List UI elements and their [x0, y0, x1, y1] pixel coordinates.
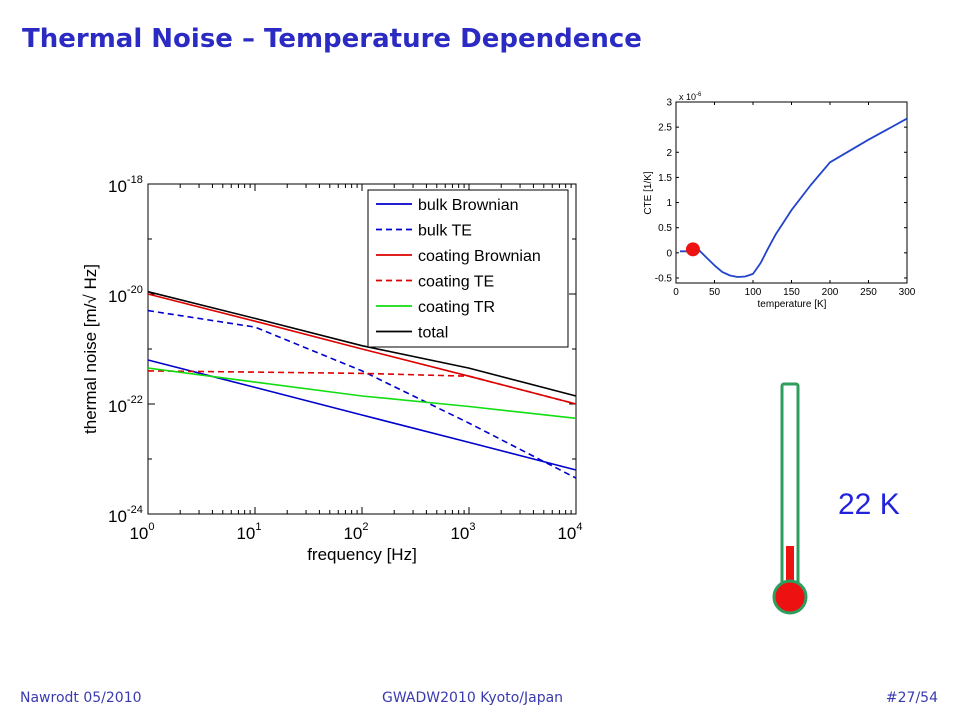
cte-y-tick-label: 2.5 — [658, 123, 672, 134]
x-tick-label-base: 10 — [343, 524, 362, 543]
cte-x-tick-label: 0 — [673, 287, 679, 298]
y-tick-label-base: 10 — [108, 507, 127, 526]
cte-x-tick-label: 150 — [783, 287, 800, 298]
cte-y-tick-label: 0.5 — [658, 223, 672, 234]
cte-highlight-point — [685, 242, 700, 257]
cte-x-tick-label: 250 — [860, 287, 877, 298]
temperature-label: 22 K — [838, 488, 900, 521]
series-line-coating-brownian — [147, 293, 577, 405]
x-tick-label-base: 10 — [557, 524, 576, 543]
y-tick-label: 10-20 — [108, 284, 143, 306]
footer-page-number: #27/54 — [885, 690, 938, 706]
cte-x-tick-label: 100 — [745, 287, 762, 298]
cte-y-tick-label: -0.5 — [655, 273, 673, 284]
y-tick-label-exp: -24 — [127, 504, 143, 516]
x-tick-label: 104 — [557, 521, 582, 543]
cte-x-tick-label: 300 — [899, 287, 916, 298]
series-line-bulk-te — [147, 309, 577, 479]
thermometer-bulb — [772, 579, 808, 615]
series-line-total — [147, 290, 577, 397]
cte-series-lines — [679, 117, 908, 278]
x-tick-label-base: 10 — [129, 524, 148, 543]
cte-scale-note-exp: -6 — [696, 92, 702, 98]
y-tick-label: 10-24 — [108, 504, 143, 526]
y-tick-label-base: 10 — [108, 287, 127, 306]
legend-box — [367, 189, 569, 348]
y-tick-label: 10-22 — [108, 394, 143, 416]
slide-title: Thermal Noise – Temperature Dependence — [22, 24, 642, 54]
cte-y-tick-label: 2 — [666, 148, 672, 159]
legend: bulk Brownian bulk TE coating Brownian coat… — [367, 189, 569, 348]
thermometer-mercury — [786, 546, 794, 592]
cte-y-tick-label: 3 — [666, 98, 672, 109]
x-tick-label: 103 — [450, 521, 475, 543]
footer-conference: GWADW2010 Kyoto/Japan — [382, 690, 564, 706]
cte-y-tick-label: 0 — [666, 248, 672, 259]
cte-axis-ticks: 0 50 100 150 200 250 300-0.500.511.522.53 — [655, 98, 916, 299]
main-y-axis-label: thermal noise [m/√ Hz] — [81, 264, 100, 434]
x-tick-label: 101 — [236, 521, 261, 543]
x-tick-label-exp: 1 — [255, 521, 261, 533]
main-series-lines — [147, 290, 577, 479]
series-line-coating-te — [147, 370, 577, 405]
x-tick-label: 102 — [343, 521, 368, 543]
legend-label: coating TR — [418, 299, 495, 316]
cte-scale-note: x 10-6 — [679, 92, 702, 102]
y-tick-label: 10-18 — [108, 174, 143, 196]
legend-label: bulk Brownian — [418, 197, 519, 214]
x-tick-label: 100 — [129, 521, 154, 543]
footer-author-date: Nawrodt 05/2010 — [20, 690, 142, 706]
cte-x-tick-label: 50 — [709, 287, 721, 298]
cte-y-axis-label: CTE [1/K] — [643, 171, 654, 215]
legend-label: bulk TE — [418, 223, 472, 240]
cte-x-axis-label: temperature [K] — [758, 299, 827, 310]
legend-label: coating Brownian — [418, 248, 541, 265]
thermometer-icon — [772, 382, 808, 615]
cte-y-tick-label: 1 — [666, 198, 672, 209]
x-tick-label-base: 10 — [236, 524, 255, 543]
legend-label: total — [418, 325, 448, 342]
x-tick-label-exp: 3 — [469, 521, 475, 533]
main-x-axis-label: frequency [Hz] — [307, 545, 417, 564]
cte-x-tick-label: 200 — [822, 287, 839, 298]
cte-scale-note-base: x 10 — [679, 92, 696, 102]
cte-y-tick-label: 1.5 — [658, 173, 672, 184]
x-tick-label-base: 10 — [450, 524, 469, 543]
cte-plot-frame — [675, 101, 908, 284]
series-line-bulk-brownian — [147, 359, 577, 471]
series-line-coating-tr — [147, 367, 577, 420]
x-tick-label-exp: 2 — [362, 521, 368, 533]
cte-chart: 0 50 100 150 200 250 300-0.500.511.522.53 x 10… — [643, 92, 916, 310]
y-tick-label-exp: -18 — [127, 174, 143, 186]
legend-label: coating TE — [418, 274, 494, 291]
y-tick-label-base: 10 — [108, 397, 127, 416]
y-tick-label-exp: -20 — [127, 284, 143, 296]
y-tick-label-base: 10 — [108, 177, 127, 196]
x-tick-label-exp: 0 — [148, 521, 154, 533]
y-tick-label-exp: -22 — [127, 394, 143, 406]
x-tick-label-exp: 4 — [576, 521, 582, 533]
